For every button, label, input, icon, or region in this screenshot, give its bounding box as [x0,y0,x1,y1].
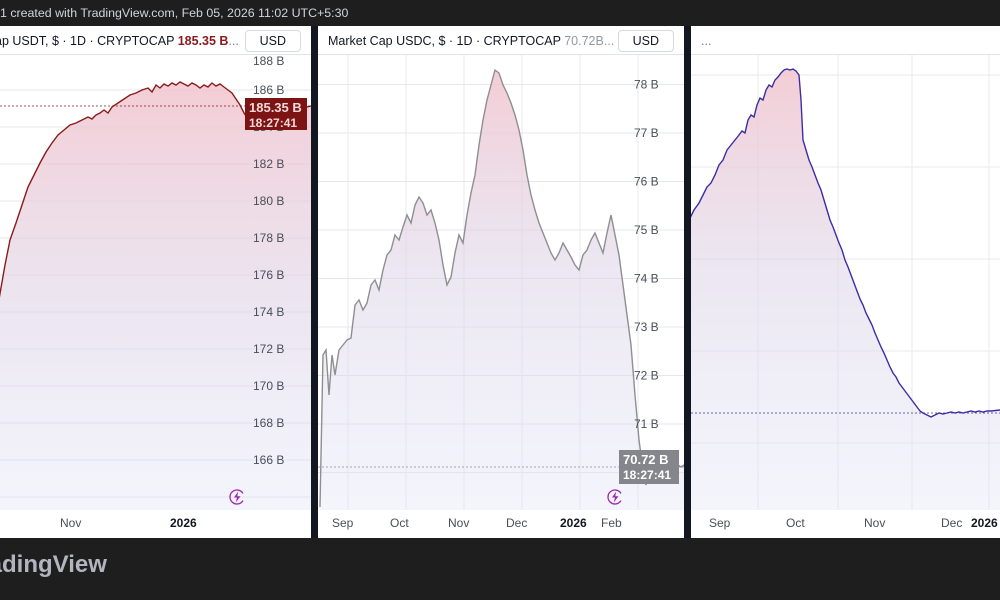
svg-text:76 B: 76 B [634,175,659,189]
svg-text:182 B: 182 B [253,157,284,171]
svg-text:77 B: 77 B [634,126,659,140]
svg-text:178 B: 178 B [253,231,284,245]
svg-text:75 B: 75 B [634,223,659,237]
svg-text:168 B: 168 B [253,416,284,430]
svg-text:74 B: 74 B [634,272,659,286]
svg-text:71 B: 71 B [634,417,659,431]
svg-text:73 B: 73 B [634,320,659,334]
svg-text:174 B: 174 B [253,305,284,319]
svg-text:166 B: 166 B [253,453,284,467]
svg-text:186 B: 186 B [253,83,284,97]
svg-text:188 B: 188 B [253,55,284,68]
svg-text:170 B: 170 B [253,379,284,393]
svg-text:72 B: 72 B [634,369,659,383]
svg-text:172 B: 172 B [253,342,284,356]
svg-text:78 B: 78 B [634,78,659,92]
svg-text:176 B: 176 B [253,268,284,282]
svg-text:180 B: 180 B [253,194,284,208]
